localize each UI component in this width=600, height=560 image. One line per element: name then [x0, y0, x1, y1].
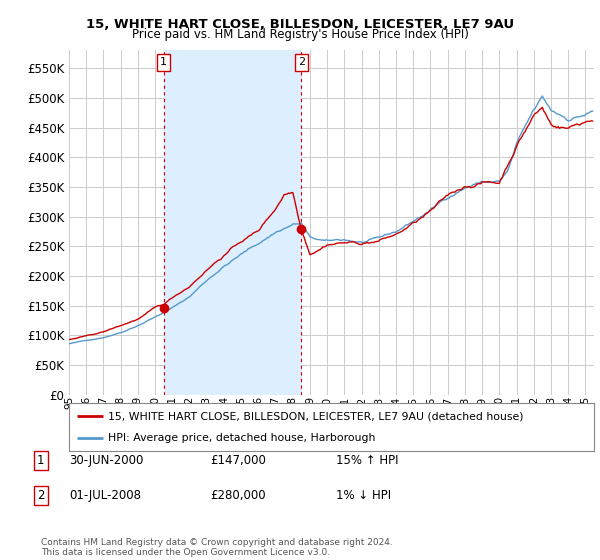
Text: £147,000: £147,000 — [210, 454, 266, 467]
Text: £280,000: £280,000 — [210, 489, 266, 502]
Text: 1% ↓ HPI: 1% ↓ HPI — [336, 489, 391, 502]
Text: 15, WHITE HART CLOSE, BILLESDON, LEICESTER, LE7 9AU (detached house): 15, WHITE HART CLOSE, BILLESDON, LEICEST… — [109, 411, 524, 421]
Text: 2: 2 — [298, 58, 305, 67]
Text: Contains HM Land Registry data © Crown copyright and database right 2024.
This d: Contains HM Land Registry data © Crown c… — [41, 538, 392, 557]
Text: 01-JUL-2008: 01-JUL-2008 — [69, 489, 141, 502]
Bar — [164, 50, 301, 395]
Text: Price paid vs. HM Land Registry's House Price Index (HPI): Price paid vs. HM Land Registry's House … — [131, 28, 469, 41]
Text: 1: 1 — [37, 454, 44, 467]
Text: HPI: Average price, detached house, Harborough: HPI: Average price, detached house, Harb… — [109, 433, 376, 443]
Text: 15, WHITE HART CLOSE, BILLESDON, LEICESTER, LE7 9AU: 15, WHITE HART CLOSE, BILLESDON, LEICEST… — [86, 18, 514, 31]
Text: 15% ↑ HPI: 15% ↑ HPI — [336, 454, 398, 467]
Text: 30-JUN-2000: 30-JUN-2000 — [69, 454, 143, 467]
Text: 1: 1 — [160, 58, 167, 67]
Text: 2: 2 — [37, 489, 44, 502]
